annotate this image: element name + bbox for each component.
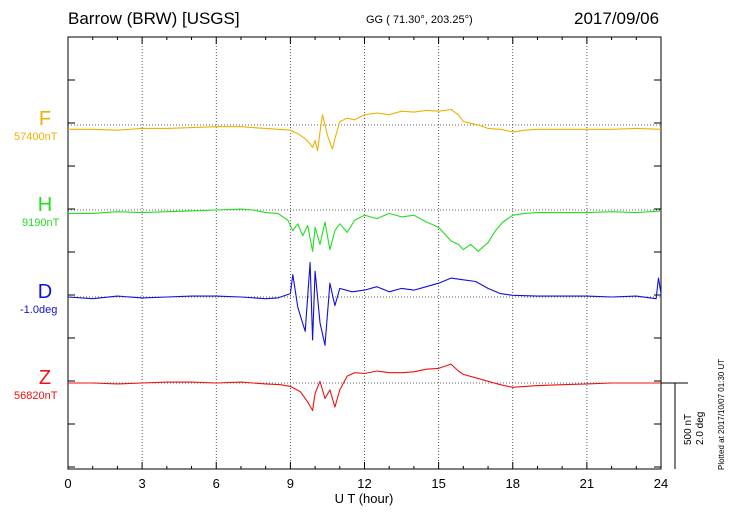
series-baseline-d: -1.0deg <box>20 304 58 316</box>
axis-ticks: 0 3 6 9 12 15 18 21 24 <box>64 37 668 491</box>
series-label-z: Z <box>38 367 52 389</box>
plotted-timestamp: Plotted at 2017/10/07 01:30 UT <box>717 359 726 470</box>
series-lines <box>67 108 662 412</box>
x-axis-label: U T (hour) <box>335 491 394 506</box>
x-tick-label: 21 <box>580 476 594 491</box>
geo-coordinates: GG ( 71.30°, 203.25°) <box>366 14 473 26</box>
series-line-z <box>68 363 661 412</box>
plot-date: 2017/09/06 <box>574 9 660 28</box>
x-tick-label: 9 <box>287 476 294 491</box>
x-tick-label: 18 <box>506 476 520 491</box>
series-line-f <box>68 108 662 152</box>
scale-deg: 2.0 deg <box>695 412 706 445</box>
series-label-f: F <box>38 108 52 130</box>
series-baseline-f: 57400nT <box>14 131 58 143</box>
series-line-d <box>67 262 662 346</box>
grid-lines <box>141 37 588 469</box>
series-label-h: H <box>37 194 53 216</box>
x-tick-label: 15 <box>431 476 445 491</box>
scale-nt: 500 nT <box>683 414 694 445</box>
x-tick-label: 3 <box>139 476 146 491</box>
series-label-d: D <box>37 281 53 303</box>
series-baseline-z: 56820nT <box>14 390 58 402</box>
x-tick-label: 6 <box>213 476 220 491</box>
station-title: Barrow (BRW) [USGS] <box>68 9 240 28</box>
x-tick-label: 0 <box>64 476 71 491</box>
series-baseline-h: 9190nT <box>22 217 60 229</box>
scale-bar: 500 nT 2.0 deg <box>661 382 706 469</box>
x-tick-label: 12 <box>357 476 371 491</box>
series-line-h <box>68 208 662 252</box>
x-tick-label: 24 <box>654 476 668 491</box>
